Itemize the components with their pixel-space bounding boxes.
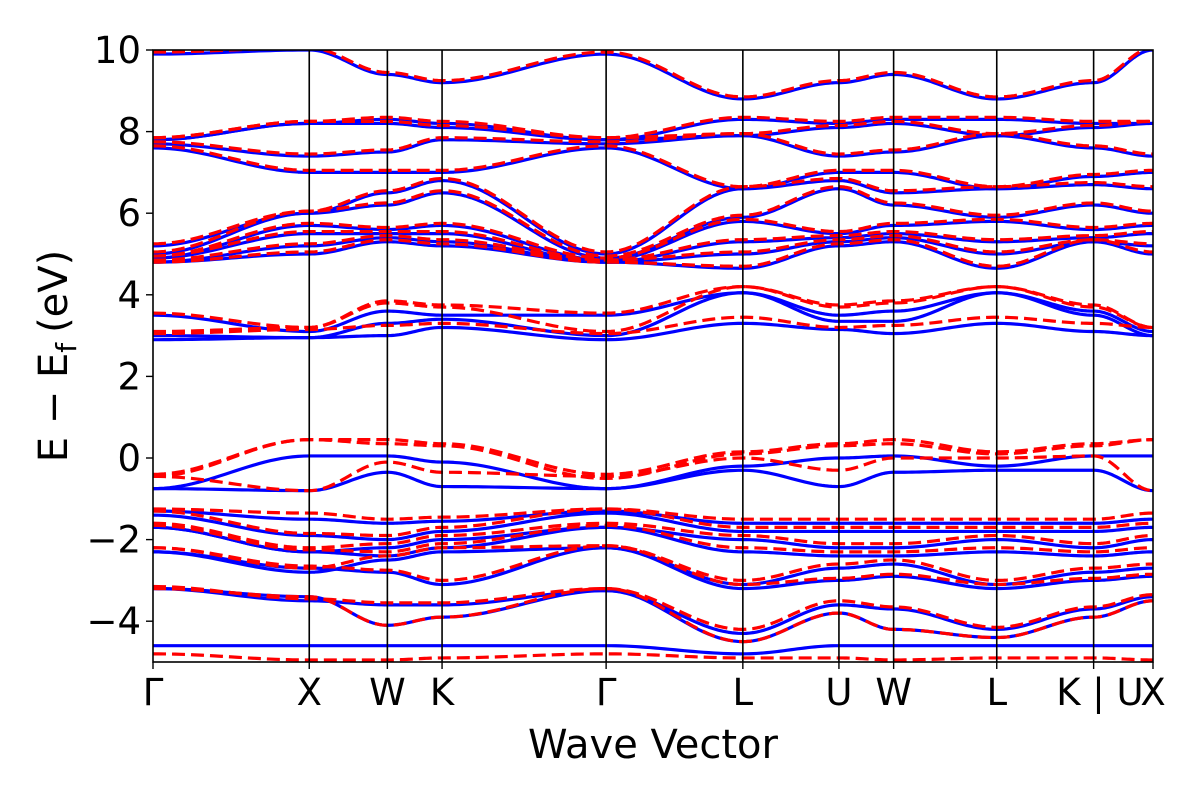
x-tick-label-4: Γ [596, 671, 617, 714]
x-tick-label-2: W [369, 671, 406, 714]
plot-frame [152, 49, 1154, 663]
blue-band-9 [153, 468, 1153, 493]
red-band-25 [153, 50, 1149, 99]
y-tick-label: −2 [86, 519, 141, 562]
blue-band-10 [153, 454, 1153, 491]
blue-band-1 [153, 586, 1153, 644]
red-band-9 [153, 454, 1153, 493]
y-axis-title-unit: (eV) [31, 250, 77, 333]
x-tick-label-1: X [297, 671, 322, 714]
y-axis-title: E − Ef (eV) [31, 250, 83, 463]
y-tick-label: 0 [117, 437, 141, 480]
y-axis-title-base: E − E [31, 353, 77, 463]
x-tick-label-8: L [986, 671, 1007, 714]
y-tick-label: −4 [86, 600, 141, 643]
blue-band-20 [153, 146, 1153, 191]
red-band-0 [153, 652, 1153, 662]
kpoint-lines [308, 50, 1095, 662]
y-tick-label: 4 [117, 274, 141, 317]
red-band-21 [153, 144, 1153, 189]
y-tick-label: 2 [117, 355, 141, 398]
y-axis-ticks: −4 −2 0 2 4 6 8 10 [86, 29, 153, 643]
bands-layer [153, 50, 1153, 662]
x-tick-label-10: X [1140, 671, 1165, 714]
red-band-3 [153, 544, 1153, 587]
x-tick-label-3: K [430, 671, 456, 714]
y-axis-title-subscript: f [50, 342, 83, 353]
red-band-2 [153, 584, 1153, 631]
x-axis-title: Wave Vector [528, 722, 779, 768]
x-tick-label-9: K | U [1056, 671, 1143, 714]
y-tick-label: 10 [94, 29, 141, 72]
blue-band-0 [153, 644, 1153, 656]
blue-band-24 [153, 50, 1153, 101]
y-tick-label: 6 [117, 192, 141, 235]
x-tick-label-0: Γ [143, 671, 164, 714]
y-tick-label: 8 [117, 111, 141, 154]
x-tick-label-5: L [733, 671, 754, 714]
red-band-18 [153, 217, 1153, 260]
x-tick-label-7: W [875, 671, 912, 714]
x-tick-label-6: U [825, 671, 852, 714]
